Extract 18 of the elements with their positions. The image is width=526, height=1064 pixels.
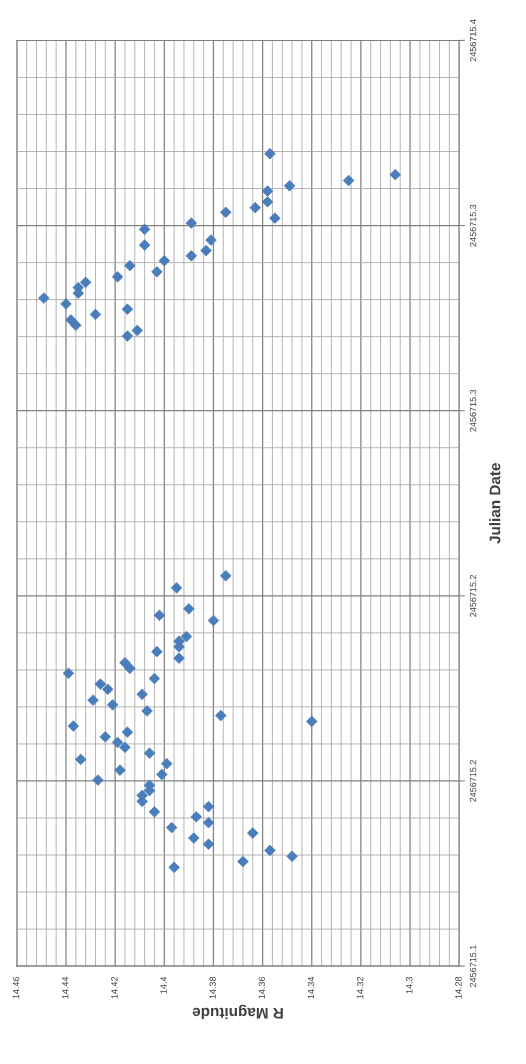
y-tick-label: 2456715.3 [469,389,477,432]
x-tick-label: 14.32 [356,976,364,999]
x-tick-label: 14.36 [258,976,266,999]
y-tick-label: 2456715.2 [469,760,477,802]
x-tick-label: 14.46 [12,976,20,999]
x-tick-label: 14.4 [160,976,167,994]
x-tick-label: 14.42 [111,976,118,999]
x-tick-label: 14.44 [62,976,69,999]
x-tick-label: 14.28 [455,976,462,999]
x-tick-label: 14.3 [406,976,413,994]
y-tick-label: 2456715.4 [469,19,477,62]
y-tick-label: 2456715.2 [469,574,477,617]
y-tick-label: 2456715.3 [469,204,477,247]
y-tick-label: 2456715.1 [469,945,477,987]
x-tick-label: 14.38 [209,976,216,999]
x-tick-label: 14.34 [307,976,315,999]
x-axis-title: R Magnitude [192,1004,283,1019]
y-axis-title: Julian Date [489,463,501,544]
